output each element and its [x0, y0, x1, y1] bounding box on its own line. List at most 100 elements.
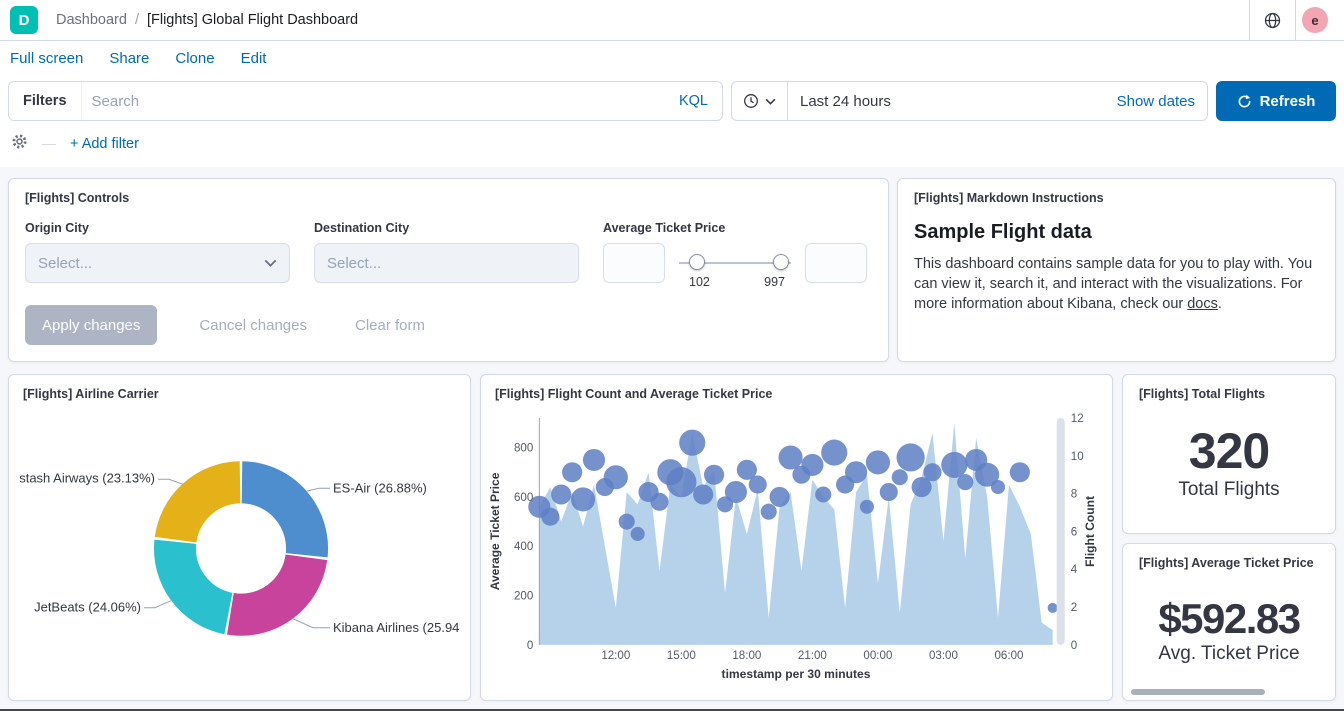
avg-price-value: $592.83 [1158, 597, 1299, 641]
airline-donut-chart[interactable]: ES-Air (26.88%)Kibana Airlines (25.94Jet… [13, 405, 466, 696]
left-axis-tick: 600 [514, 492, 533, 504]
x-axis-tick: 21:00 [798, 650, 827, 662]
right-axis-tick: 0 [1071, 640, 1077, 652]
donut-label-logstash-airways: stash Airways (23.13%) [19, 470, 155, 485]
donut-slice-logstash-airways[interactable] [176, 482, 240, 539]
price-min-input[interactable] [603, 243, 665, 283]
bubble-flight-count[interactable] [866, 450, 890, 474]
bubble-flight-count[interactable] [749, 476, 767, 494]
markdown-text-end: . [1218, 296, 1222, 312]
bubble-flight-count[interactable] [778, 445, 802, 469]
right-axis-tick: 6 [1071, 526, 1077, 538]
bubble-flight-count[interactable] [892, 469, 908, 485]
bubble-flight-count[interactable] [541, 508, 559, 526]
panel-flight-count-avg-price: [Flights] Flight Count and Average Ticke… [480, 374, 1113, 701]
globe-button[interactable] [1250, 0, 1295, 40]
add-filter-button[interactable]: + Add filter [70, 136, 139, 152]
donut-slice-kibana-airlines[interactable] [230, 557, 306, 614]
x-axis-tick: 15:00 [667, 650, 696, 662]
bubble-flight-count[interactable] [897, 443, 925, 471]
bubble-flight-count[interactable] [801, 454, 823, 476]
markdown-body: This dashboard contains sample data for … [914, 254, 1319, 314]
bubble-flight-count[interactable] [845, 461, 867, 483]
bubble-flight-count[interactable] [666, 467, 696, 497]
cancel-changes-button[interactable]: Cancel changes [193, 316, 313, 335]
left-axis-tick: 0 [527, 640, 533, 652]
breadcrumb-current: [Flights] Global Flight Dashboard [147, 12, 358, 28]
bubble-flight-count[interactable] [957, 474, 973, 490]
time-picker: Last 24 hours Show dates [731, 81, 1208, 121]
filter-options-button[interactable] [11, 133, 28, 155]
clear-form-button[interactable]: Clear form [349, 316, 431, 335]
panel-title: [Flights] Airline Carrier [9, 375, 470, 401]
bubble-flight-count[interactable] [583, 449, 605, 471]
controls-fields: Origin City Select... Destination City S… [9, 205, 888, 289]
time-picker-quick-menu[interactable] [732, 82, 788, 120]
query-bar: Filters KQL Last 24 hours Show dates [0, 75, 1344, 121]
breadcrumb-dashboard[interactable]: Dashboard [56, 12, 127, 28]
kql-toggle[interactable]: KQL [665, 93, 722, 109]
origin-city-select[interactable]: Select... [25, 243, 290, 283]
edit-link[interactable]: Edit [241, 50, 267, 67]
bubble-flight-count[interactable] [704, 465, 724, 485]
share-link[interactable]: Share [109, 50, 149, 67]
bubble-flight-count[interactable] [1048, 603, 1058, 613]
donut-label-kibana-airlines: Kibana Airlines (25.94 [333, 620, 459, 635]
apply-changes-button[interactable]: Apply changes [25, 305, 157, 345]
panel-total-flights: [Flights] Total Flights 320 Total Flight… [1122, 374, 1336, 534]
bubble-flight-count[interactable] [923, 463, 941, 481]
bubble-flight-count[interactable] [1010, 462, 1030, 482]
x-axis-title: timestamp per 30 minutes [722, 667, 871, 681]
horizontal-scrollbar[interactable] [1131, 689, 1265, 695]
bubble-flight-count[interactable] [571, 487, 595, 511]
bubble-flight-count[interactable] [860, 500, 874, 514]
bubble-flight-count[interactable] [991, 480, 1005, 494]
bubble-flight-count[interactable] [815, 486, 831, 502]
refresh-button[interactable]: Refresh [1216, 81, 1336, 121]
full-screen-link[interactable]: Full screen [10, 50, 83, 67]
total-flights-label: Total Flights [1178, 479, 1279, 501]
bubble-flight-count[interactable] [761, 504, 777, 520]
bubble-flight-count[interactable] [941, 452, 967, 478]
bubble-flight-count[interactable] [619, 514, 635, 530]
elastic-logo[interactable]: D [10, 6, 38, 34]
show-dates-button[interactable]: Show dates [1117, 93, 1207, 110]
avg-price-metric: $592.83 Avg. Ticket Price [1123, 562, 1335, 700]
bubble-flight-count[interactable] [631, 527, 645, 541]
user-avatar[interactable]: e [1302, 7, 1328, 33]
bubble-flight-count[interactable] [604, 465, 628, 489]
origin-city-placeholder: Select... [38, 255, 92, 272]
right-axis-tick: 12 [1071, 413, 1084, 425]
slider-handle-max[interactable] [773, 254, 789, 270]
bubble-flight-count[interactable] [693, 484, 713, 504]
globe-icon [1264, 12, 1281, 29]
bubble-flight-count[interactable] [880, 483, 898, 501]
bubble-flight-count[interactable] [679, 430, 705, 456]
price-max-input[interactable] [805, 243, 867, 283]
donut-slice-es-air[interactable] [242, 482, 307, 555]
filters-menu-button[interactable]: Filters [9, 82, 82, 120]
time-range-value[interactable]: Last 24 hours [788, 93, 891, 110]
destination-city-select[interactable]: Select... [314, 243, 579, 283]
bubble-flight-count[interactable] [551, 484, 571, 504]
bubble-flight-count[interactable] [650, 493, 668, 511]
bubble-flight-count[interactable] [770, 487, 790, 507]
destination-city-label: Destination City [314, 221, 579, 235]
right-axis-tick: 4 [1071, 564, 1078, 576]
bubble-flight-count[interactable] [562, 462, 582, 482]
panel-title: [Flights] Flight Count and Average Ticke… [481, 375, 1112, 401]
panel-markdown-instructions: [Flights] Markdown Instructions Sample F… [897, 178, 1336, 362]
docs-link[interactable]: docs [1187, 296, 1218, 312]
vertical-scrollbar[interactable] [1057, 418, 1065, 645]
bubble-flight-count[interactable] [725, 481, 747, 503]
origin-city-field: Origin City Select... [25, 221, 290, 289]
search-input[interactable] [82, 93, 665, 110]
bubble-flight-count[interactable] [821, 440, 847, 466]
top-header: D Dashboard / [Flights] Global Flight Da… [0, 0, 1344, 41]
left-axis-tick: 800 [514, 443, 533, 455]
filter-row-divider [42, 144, 56, 145]
clone-link[interactable]: Clone [175, 50, 214, 67]
flight-count-chart[interactable]: 020040060080002468101212:0015:0018:0021:… [487, 405, 1106, 696]
donut-slice-jetbeats[interactable] [175, 542, 228, 614]
slider-handle-min[interactable] [689, 254, 705, 270]
